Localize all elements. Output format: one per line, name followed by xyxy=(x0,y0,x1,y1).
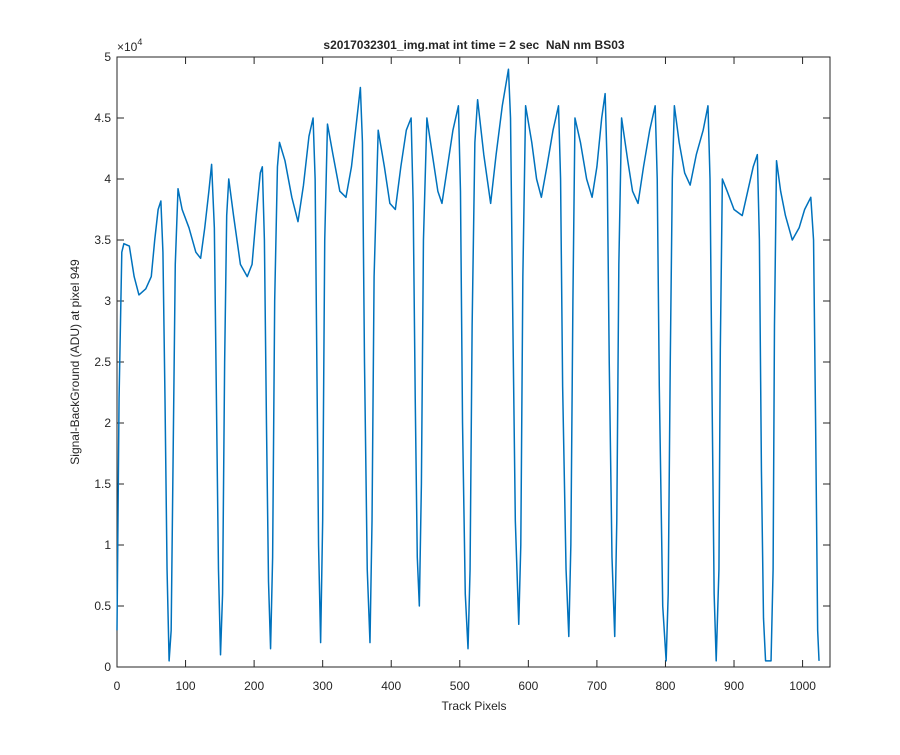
y-tick-label: 4.5 xyxy=(94,111,111,125)
x-tick-label: 1000 xyxy=(789,679,816,693)
y-tick-label: 2 xyxy=(104,416,111,430)
chart-title: s2017032301_img.mat int time = 2 sec NaN… xyxy=(323,38,624,52)
x-tick-label: 100 xyxy=(176,679,196,693)
y-multiplier-base: ×10 xyxy=(117,40,138,54)
y-multiplier: ×104 xyxy=(117,37,142,54)
y-tick-label: 3 xyxy=(104,294,111,308)
y-tick-label: 2.5 xyxy=(94,355,111,369)
x-tick-label: 0 xyxy=(114,679,121,693)
x-tick-label: 400 xyxy=(381,679,401,693)
y-tick-label: 1 xyxy=(104,538,111,552)
x-tick-label: 500 xyxy=(450,679,470,693)
y-tick-label: 5 xyxy=(104,50,111,64)
x-tick-label: 700 xyxy=(587,679,607,693)
y-tick-label: 0 xyxy=(104,660,111,674)
y-multiplier-exponent: 4 xyxy=(137,37,142,47)
data-line xyxy=(116,68,820,662)
x-tick-label: 300 xyxy=(313,679,333,693)
y-tick-label: 0.5 xyxy=(94,599,111,613)
x-tick-label: 800 xyxy=(655,679,675,693)
y-axis-label: Signal-BackGround (ADU) at pixel 949 xyxy=(68,259,82,465)
y-tick-label: 3.5 xyxy=(94,233,111,247)
y-tick-label: 1.5 xyxy=(94,477,111,491)
x-axis-label: Track Pixels xyxy=(442,699,507,713)
x-tick-label: 200 xyxy=(244,679,264,693)
y-tick-label: 4 xyxy=(104,172,111,186)
x-tick-label: 600 xyxy=(518,679,538,693)
x-tick-label: 900 xyxy=(724,679,744,693)
